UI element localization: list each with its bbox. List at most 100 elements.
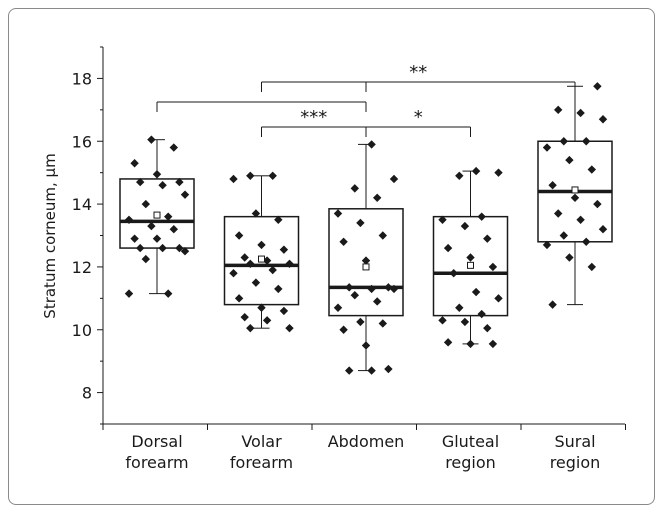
data-point bbox=[339, 237, 348, 246]
data-point bbox=[175, 243, 184, 253]
sig-label: *** bbox=[300, 107, 327, 128]
data-point bbox=[141, 199, 150, 209]
data-point bbox=[339, 325, 348, 334]
data-point bbox=[147, 135, 156, 144]
data-point bbox=[576, 215, 585, 224]
data-point bbox=[285, 259, 294, 268]
data-point bbox=[164, 212, 173, 221]
y-tick-label: 12 bbox=[72, 258, 92, 277]
x-category-label: Dorsal bbox=[131, 432, 182, 451]
data-point bbox=[587, 262, 596, 272]
data-point bbox=[384, 364, 393, 374]
box-iqr bbox=[119, 178, 195, 249]
data-point bbox=[152, 234, 162, 243]
data-point bbox=[582, 137, 591, 146]
data-point bbox=[361, 341, 371, 350]
data-point bbox=[333, 209, 343, 218]
data-point bbox=[483, 323, 492, 333]
data-point bbox=[384, 283, 393, 292]
data-point bbox=[455, 171, 464, 181]
data-point bbox=[373, 297, 382, 306]
data-point bbox=[483, 234, 492, 243]
data-point bbox=[449, 269, 458, 278]
data-point bbox=[471, 166, 481, 176]
data-point bbox=[229, 174, 238, 184]
data-point bbox=[455, 303, 464, 312]
data-point bbox=[582, 237, 591, 246]
data-point bbox=[593, 199, 602, 209]
data-point bbox=[598, 115, 608, 124]
data-point bbox=[229, 269, 238, 278]
data-point bbox=[169, 225, 178, 234]
data-point bbox=[477, 212, 486, 221]
x-category-label: forearm bbox=[125, 453, 188, 472]
mean-marker bbox=[153, 211, 161, 219]
data-point bbox=[130, 159, 139, 168]
data-point bbox=[438, 316, 447, 325]
data-point bbox=[350, 290, 359, 300]
data-point bbox=[262, 316, 272, 325]
data-point bbox=[378, 231, 387, 240]
data-point bbox=[488, 339, 498, 349]
data-point bbox=[466, 253, 475, 262]
data-point bbox=[180, 190, 190, 199]
y-tick-label: 10 bbox=[72, 321, 92, 340]
y-tick-label: 8 bbox=[82, 384, 92, 403]
mean-marker bbox=[258, 255, 265, 263]
data-point bbox=[136, 177, 145, 187]
data-point bbox=[345, 283, 354, 292]
data-point bbox=[570, 193, 580, 202]
data-point bbox=[251, 209, 261, 218]
mean-marker bbox=[467, 261, 474, 269]
data-point bbox=[367, 284, 376, 294]
x-category-label: region bbox=[550, 453, 601, 472]
box-iqr bbox=[432, 215, 509, 317]
data-point bbox=[554, 105, 563, 115]
data-point bbox=[494, 294, 503, 303]
x-category-label: region bbox=[445, 453, 496, 472]
y-tick-label: 18 bbox=[72, 69, 92, 88]
sig-label: * bbox=[414, 107, 423, 128]
data-point bbox=[124, 289, 134, 298]
data-point bbox=[234, 231, 244, 240]
data-point bbox=[443, 243, 453, 253]
y-axis-label: Stratum corneum, µm bbox=[41, 153, 59, 318]
data-point bbox=[373, 193, 382, 202]
data-point bbox=[124, 215, 134, 224]
data-point bbox=[285, 323, 294, 333]
data-point bbox=[542, 143, 552, 152]
data-point bbox=[477, 309, 486, 319]
data-point bbox=[559, 137, 568, 146]
data-point bbox=[443, 338, 453, 347]
data-point bbox=[593, 82, 602, 91]
data-point bbox=[246, 323, 255, 333]
x-category-label: Volar bbox=[241, 432, 282, 451]
data-point bbox=[147, 221, 156, 231]
x-category-label: Sural bbox=[554, 432, 595, 451]
data-point bbox=[356, 317, 365, 327]
data-point bbox=[548, 300, 557, 309]
data-point bbox=[565, 155, 574, 165]
data-point bbox=[466, 339, 475, 349]
data-point bbox=[361, 256, 371, 265]
mean-marker bbox=[571, 186, 579, 194]
y-tick-label: 14 bbox=[72, 195, 92, 214]
data-point bbox=[356, 218, 365, 228]
data-point bbox=[268, 171, 277, 181]
data-point bbox=[367, 366, 376, 375]
y-tick-label: 16 bbox=[72, 132, 92, 151]
figure-frame bbox=[8, 8, 655, 505]
data-point bbox=[345, 366, 354, 375]
data-point bbox=[130, 234, 139, 243]
data-point bbox=[576, 108, 585, 118]
data-point bbox=[274, 284, 283, 294]
data-point bbox=[389, 174, 399, 184]
data-point bbox=[152, 170, 162, 179]
data-point bbox=[279, 306, 289, 316]
data-point bbox=[257, 303, 266, 312]
data-point bbox=[378, 319, 387, 328]
data-point bbox=[180, 247, 190, 256]
data-point bbox=[279, 245, 289, 254]
data-point bbox=[164, 289, 173, 298]
data-point bbox=[175, 177, 184, 187]
